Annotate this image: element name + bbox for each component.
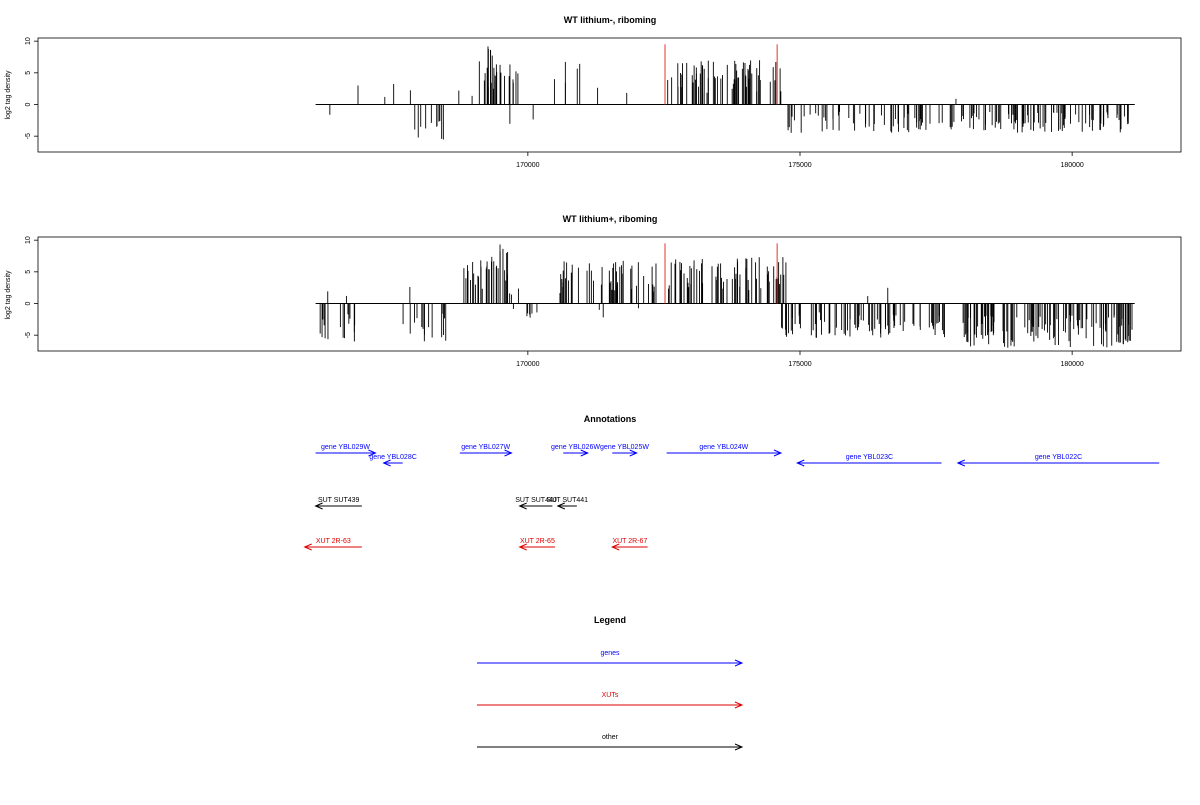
feature-arrow-head bbox=[518, 502, 527, 510]
feature-arrow-head bbox=[518, 543, 527, 551]
feature-label: gene YBL029W bbox=[321, 444, 370, 451]
feature-label: gene YBL028C bbox=[369, 454, 416, 461]
y-tick-label: 10 bbox=[25, 236, 32, 244]
legend-entries: genes XUTs other bbox=[477, 650, 744, 751]
feature-arrow-head bbox=[556, 502, 565, 510]
feature-label: gene YBL024W bbox=[699, 444, 748, 451]
legend-label: genes bbox=[600, 650, 620, 657]
x-tick-label: 175000 bbox=[788, 162, 811, 169]
y-tick-label: 5 bbox=[25, 71, 32, 75]
panel-2-x-axis: 170000 175000 180000 bbox=[516, 351, 1084, 368]
panel-2-y-axis: -5 0 5 10 bbox=[25, 236, 38, 338]
legend-label: other bbox=[602, 734, 619, 741]
feature-arrow-head bbox=[314, 502, 323, 510]
panel-1-frame bbox=[37, 37, 1182, 153]
feature-other: SUT SUT440 bbox=[515, 497, 557, 510]
feature-label: XUT 2R-63 bbox=[316, 538, 351, 545]
panel-2-title: WT lithium+, riboming bbox=[563, 214, 658, 224]
feature-xut: XUT 2R-67 bbox=[610, 538, 648, 551]
annotation-features: gene YBL029W gene YBL028C gene YBL027W gene… bbox=[303, 444, 1160, 551]
feature-gene: gene YBL028C bbox=[369, 454, 417, 467]
feature-arrow-head bbox=[773, 449, 783, 457]
panel-1-title: WT lithium-, riboming bbox=[564, 15, 656, 25]
legend-label: XUTs bbox=[602, 692, 619, 699]
feature-gene: gene YBL029W bbox=[315, 444, 377, 457]
feature-gene: gene YBL023C bbox=[796, 454, 942, 467]
x-tick-label: 170000 bbox=[516, 361, 539, 368]
feature-arrow-head bbox=[796, 459, 805, 467]
feature-label: gene YBL025W bbox=[600, 444, 649, 451]
feature-gene: gene YBL024W bbox=[666, 444, 783, 457]
feature-label: SUT SUT441 bbox=[547, 497, 589, 504]
x-tick-label: 180000 bbox=[1060, 361, 1083, 368]
x-tick-label: 175000 bbox=[788, 361, 811, 368]
feature-gene: gene YBL026W bbox=[551, 444, 600, 457]
panel-2-frame bbox=[37, 236, 1182, 352]
feature-xut: XUT 2R-65 bbox=[518, 538, 556, 551]
y-tick-label: -5 bbox=[25, 332, 32, 338]
feature-label: SUT SUT440 bbox=[515, 497, 557, 504]
feature-arrow-head bbox=[629, 449, 638, 457]
panel-1-ylabel: log2 tag density bbox=[5, 70, 12, 120]
feature-arrow-head bbox=[382, 459, 391, 467]
feature-arrow-head bbox=[734, 743, 744, 751]
feature-label: XUT 2R-65 bbox=[520, 538, 555, 545]
legend-title: Legend bbox=[594, 615, 626, 625]
feature-label: XUT 2R-67 bbox=[612, 538, 647, 545]
legend-entry-other: other bbox=[477, 734, 744, 751]
feature-label: gene YBL022C bbox=[1035, 454, 1082, 461]
feature-arrow-head bbox=[303, 543, 312, 551]
feature-other: SUT SUT441 bbox=[547, 497, 589, 510]
feature-other: SUT SUT439 bbox=[314, 497, 362, 510]
feature-arrow-head bbox=[734, 659, 744, 667]
y-tick-label: 0 bbox=[25, 102, 32, 106]
feature-arrow-head bbox=[734, 701, 744, 709]
x-tick-label: 180000 bbox=[1060, 162, 1083, 169]
feature-label: gene YBL027W bbox=[461, 444, 510, 451]
feature-label: gene YBL023C bbox=[846, 454, 893, 461]
feature-arrow-head bbox=[956, 459, 966, 467]
feature-label: SUT SUT439 bbox=[318, 497, 360, 504]
y-tick-label: -5 bbox=[25, 133, 32, 139]
panel-1-x-axis: 170000 175000 180000 bbox=[516, 152, 1084, 169]
panel-1-signal-bars bbox=[315, 44, 1135, 140]
legend-entry-xut: XUTs bbox=[477, 692, 744, 709]
x-tick-label: 170000 bbox=[516, 162, 539, 169]
legend: Legend genes XUTs other bbox=[477, 615, 744, 751]
feature-xut: XUT 2R-63 bbox=[303, 538, 362, 551]
y-tick-label: 10 bbox=[25, 37, 32, 45]
feature-arrow-head bbox=[580, 449, 589, 457]
feature-arrow-head bbox=[610, 543, 620, 551]
legend-entry-gene: genes bbox=[477, 650, 744, 667]
feature-label: gene YBL026W bbox=[551, 444, 600, 451]
y-tick-label: 5 bbox=[25, 270, 32, 274]
panel-wt-lithium-minus: WT lithium-, riboming log2 tag density -… bbox=[5, 15, 1182, 169]
y-tick-label: 0 bbox=[25, 301, 32, 305]
panel-2-signal-bars bbox=[315, 243, 1135, 348]
feature-gene: gene YBL025W bbox=[600, 444, 649, 457]
feature-arrow-head bbox=[504, 449, 513, 457]
panel-2-ylabel: log2 tag density bbox=[5, 270, 12, 320]
feature-gene: gene YBL022C bbox=[956, 454, 1160, 467]
feature-gene: gene YBL027W bbox=[459, 444, 513, 457]
panel-1-y-axis: -5 0 5 10 bbox=[25, 37, 38, 139]
feature-arrow-head bbox=[368, 449, 377, 457]
annotations-title: Annotations bbox=[584, 414, 637, 424]
panel-wt-lithium-plus: WT lithium+, riboming log2 tag density -… bbox=[5, 214, 1182, 368]
